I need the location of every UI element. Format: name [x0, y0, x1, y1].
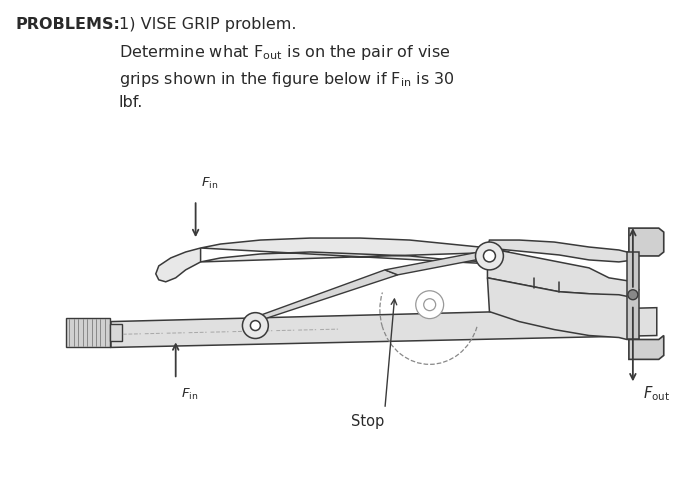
Polygon shape: [385, 250, 501, 275]
Circle shape: [484, 250, 496, 262]
Polygon shape: [629, 335, 664, 359]
Polygon shape: [110, 324, 122, 341]
Polygon shape: [156, 248, 201, 282]
Text: $F_{\mathrm{in}}$: $F_{\mathrm{in}}$: [201, 176, 218, 191]
Circle shape: [251, 321, 260, 331]
Circle shape: [475, 242, 503, 270]
Polygon shape: [487, 278, 639, 339]
Circle shape: [424, 299, 435, 311]
Polygon shape: [66, 318, 110, 347]
Polygon shape: [248, 270, 398, 320]
Text: Stop: Stop: [351, 414, 384, 429]
Text: $F_{\mathrm{out}}$: $F_{\mathrm{out}}$: [643, 384, 670, 403]
Polygon shape: [627, 252, 639, 339]
Polygon shape: [629, 228, 664, 256]
Polygon shape: [111, 308, 657, 347]
Text: Determine what F$_{\mathrm{out}}$ is on the pair of vise
grips shown in the figu: Determine what F$_{\mathrm{out}}$ is on …: [119, 43, 455, 110]
Polygon shape: [201, 238, 510, 265]
Text: $F_{\mathrm{in}}$: $F_{\mathrm{in}}$: [181, 387, 198, 402]
Text: PROBLEMS:: PROBLEMS:: [15, 17, 120, 32]
Polygon shape: [487, 240, 639, 262]
Circle shape: [242, 313, 268, 338]
Circle shape: [628, 290, 638, 300]
Text: 1) VISE GRIP problem.: 1) VISE GRIP problem.: [119, 17, 296, 32]
Circle shape: [416, 291, 444, 319]
Polygon shape: [487, 248, 639, 298]
